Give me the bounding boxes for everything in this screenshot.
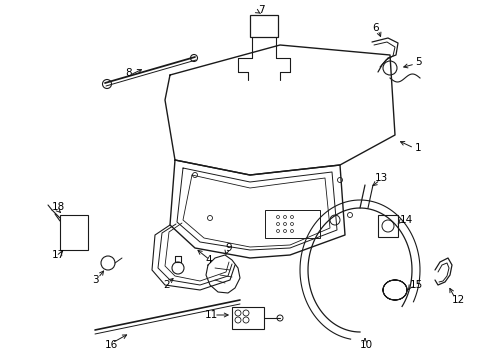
Text: 7: 7 (258, 5, 264, 15)
Text: 12: 12 (451, 295, 464, 305)
Text: 13: 13 (374, 173, 387, 183)
Text: 16: 16 (105, 340, 118, 350)
Text: 9: 9 (224, 243, 231, 253)
Text: 1: 1 (414, 143, 421, 153)
Text: 2: 2 (163, 280, 169, 290)
Text: 11: 11 (204, 310, 218, 320)
Text: 6: 6 (371, 23, 378, 33)
Text: 10: 10 (359, 340, 372, 350)
Text: 18: 18 (52, 202, 65, 212)
Text: 15: 15 (409, 280, 423, 290)
Text: 5: 5 (414, 57, 421, 67)
Text: 4: 4 (204, 255, 211, 265)
Text: 8: 8 (125, 68, 131, 78)
Text: 3: 3 (92, 275, 99, 285)
Bar (249, 15, 278, 37)
Bar (231, 307, 264, 329)
Bar (264, 210, 319, 238)
Bar (377, 215, 397, 237)
Bar (60, 215, 88, 250)
Text: 14: 14 (399, 215, 412, 225)
Text: 17: 17 (52, 250, 65, 260)
